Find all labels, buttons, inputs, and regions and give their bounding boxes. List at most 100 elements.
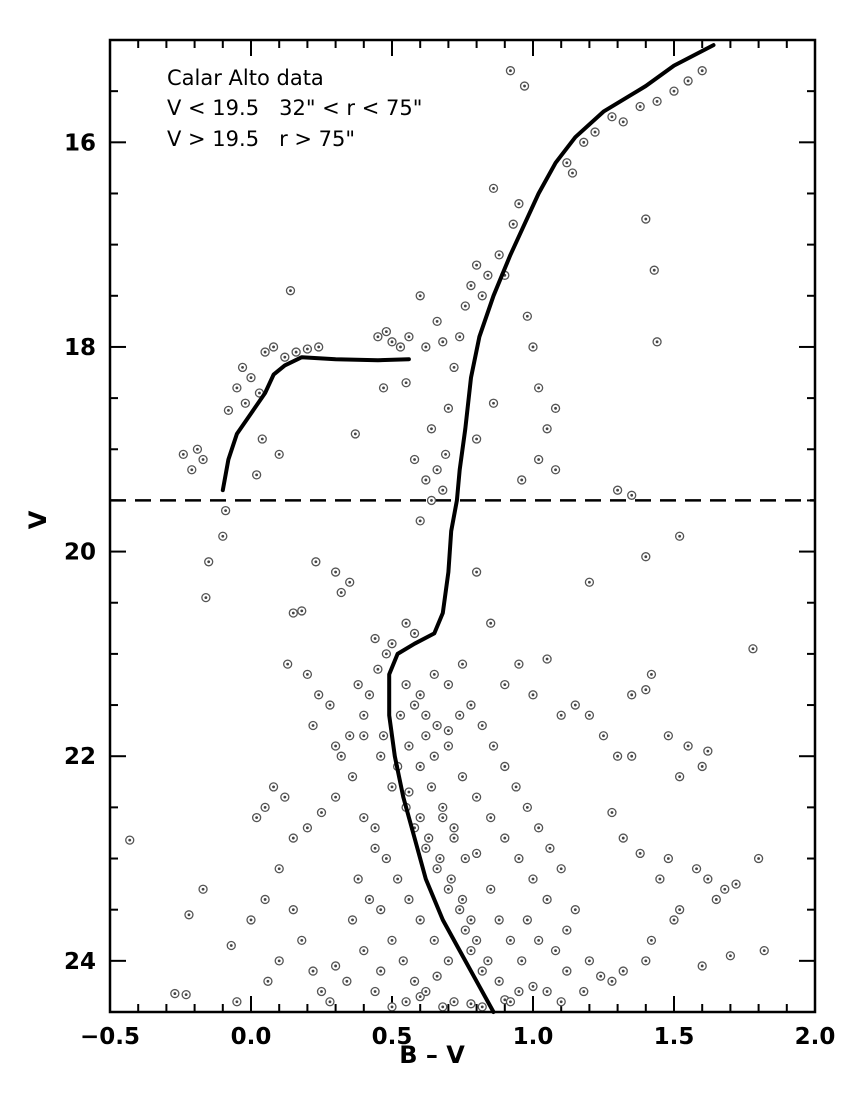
data-point (325, 997, 335, 1007)
data-point (457, 772, 468, 782)
data-point (466, 915, 476, 925)
data-point (432, 720, 442, 731)
tick-labels: −0.5 0.0 0.5 1.0 1.5 2.0 16 18 20 22 24 (64, 130, 835, 1050)
data-point (652, 96, 662, 107)
data-point (302, 344, 313, 354)
data-point (404, 332, 414, 342)
data-point (508, 219, 518, 229)
data-point (426, 495, 437, 506)
data-point (291, 347, 301, 357)
data-point (612, 485, 623, 495)
data-point (370, 633, 380, 644)
data-point (641, 214, 651, 224)
data-point (280, 792, 290, 802)
data-point (246, 372, 256, 383)
data-point (395, 342, 406, 352)
data-point (471, 792, 482, 802)
data-point (567, 168, 578, 178)
data-point (443, 884, 454, 894)
data-point (330, 961, 341, 971)
data-point (359, 731, 369, 741)
data-point (297, 606, 307, 616)
isochrone-line (220, 355, 411, 493)
data-point (314, 342, 324, 352)
data-point (505, 935, 516, 946)
data-point (618, 117, 628, 127)
data-point (288, 833, 298, 843)
data-point (471, 434, 482, 444)
data-point (627, 490, 637, 500)
data-point (240, 398, 251, 408)
data-point (232, 383, 242, 393)
data-point (220, 506, 231, 516)
data-point (500, 679, 510, 690)
data-point (584, 577, 595, 587)
data-point (330, 741, 341, 751)
data-point (415, 992, 425, 1002)
data-point (455, 905, 465, 915)
data-point (201, 592, 211, 603)
data-point (494, 976, 504, 986)
data-point (288, 905, 298, 915)
data-point (703, 874, 713, 884)
data-point (260, 802, 270, 813)
data-point (443, 679, 454, 690)
data-point (268, 782, 279, 792)
x-tick-label: 0.0 (231, 1024, 272, 1050)
data-point (455, 332, 465, 342)
data-point (697, 761, 707, 772)
data-point (627, 690, 637, 700)
data-point (607, 112, 617, 122)
data-point (533, 383, 544, 393)
data-point (443, 741, 454, 751)
data-point (457, 894, 468, 905)
annotation-faint-cut: V > 19.5 r > 75" (167, 127, 355, 151)
data-point (311, 557, 321, 567)
data-point (353, 874, 363, 884)
data-point (401, 679, 411, 690)
data-point (376, 751, 386, 761)
data-point (669, 86, 679, 96)
isochrone-line (387, 43, 716, 1014)
data-point (409, 976, 420, 986)
data-point (556, 864, 566, 874)
data-point (381, 326, 392, 337)
data-point (392, 874, 403, 884)
data-point (336, 587, 346, 598)
data-point (364, 690, 375, 700)
data-point (401, 378, 411, 388)
data-point (237, 362, 248, 373)
data-point (556, 710, 566, 720)
data-point (471, 260, 482, 270)
data-point (308, 966, 318, 976)
data-point (517, 475, 527, 485)
data-point (477, 966, 487, 976)
data-point (635, 848, 645, 859)
data-point (562, 158, 572, 168)
data-point (570, 905, 580, 915)
data-point (376, 966, 386, 976)
data-point (401, 997, 411, 1007)
data-point (421, 986, 431, 997)
data-point (641, 956, 651, 966)
data-point (514, 986, 524, 997)
data-point (455, 710, 465, 720)
data-point (350, 429, 360, 439)
data-point (562, 966, 572, 976)
data-point (198, 454, 208, 465)
data-point (590, 127, 600, 137)
data-point (302, 669, 313, 680)
data-point (556, 997, 566, 1007)
data-point (429, 751, 439, 761)
data-point (226, 940, 236, 951)
data-point (342, 976, 352, 986)
data-point (514, 659, 524, 669)
data-point (460, 301, 470, 311)
data-point (618, 833, 628, 843)
data-point (308, 720, 318, 731)
data-point (443, 956, 454, 966)
data-point (336, 751, 346, 761)
data-point (251, 470, 262, 480)
data-point (652, 337, 662, 347)
